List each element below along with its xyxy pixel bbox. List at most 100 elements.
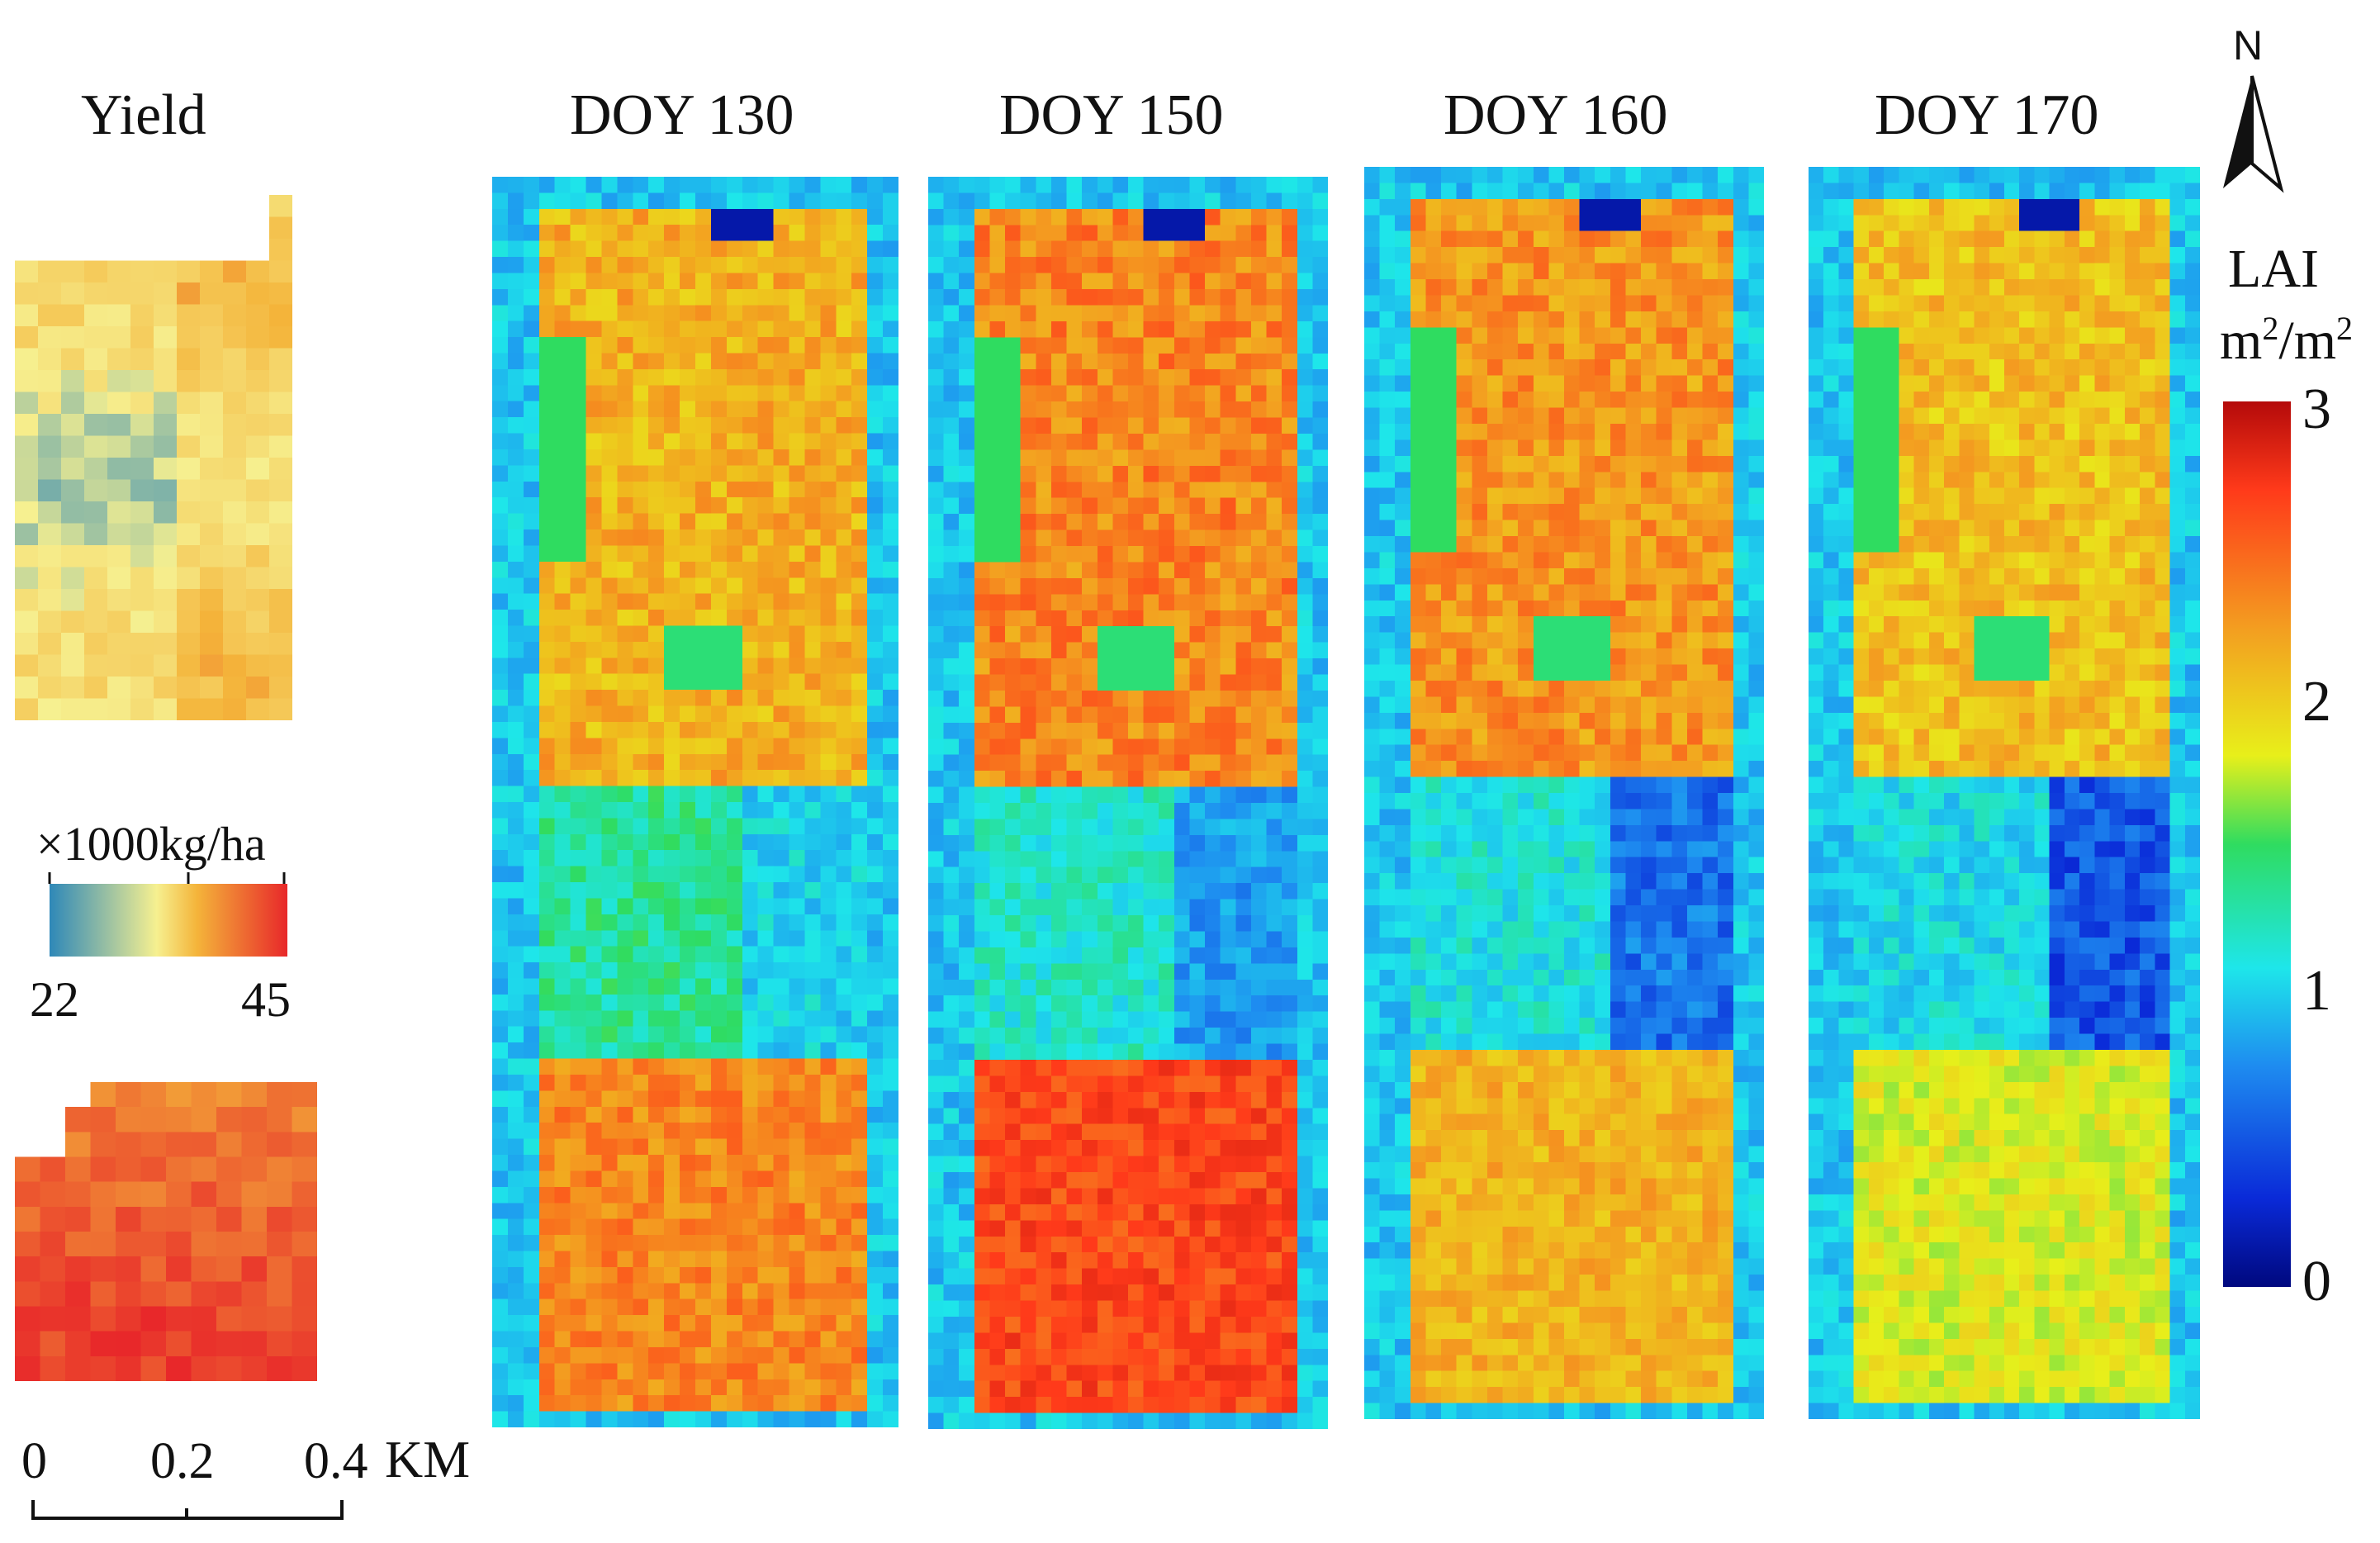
map-pixel — [1748, 215, 1764, 232]
map-pixel — [710, 1235, 728, 1252]
map-pixel — [554, 433, 571, 450]
map-pixel — [617, 449, 633, 466]
map-pixel — [523, 545, 540, 563]
map-pixel — [38, 458, 62, 481]
map-pixel — [1266, 1123, 1282, 1141]
map-pixel — [773, 577, 790, 595]
map-pixel — [1595, 183, 1611, 200]
map-pixel — [538, 770, 556, 787]
map-pixel — [742, 978, 759, 995]
map-pixel — [1189, 192, 1206, 210]
map-pixel — [1112, 1365, 1129, 1382]
map-pixel — [130, 654, 154, 677]
map-pixel — [1379, 311, 1396, 328]
map-pixel — [1564, 472, 1581, 489]
map-pixel — [1097, 257, 1113, 274]
map-pixel — [1579, 215, 1595, 232]
map-pixel — [773, 1042, 790, 1060]
map-pixel — [507, 1283, 524, 1300]
map-pixel — [1472, 198, 1488, 216]
map-pixel — [974, 834, 991, 852]
map-pixel — [1610, 230, 1627, 248]
map-pixel — [1282, 1300, 1298, 1317]
map-pixel — [1066, 385, 1083, 402]
map-pixel — [757, 177, 775, 194]
map-pixel — [538, 545, 556, 563]
map-pixel — [1050, 722, 1068, 739]
map-pixel — [1128, 771, 1145, 788]
map-pixel — [1312, 337, 1328, 354]
map-pixel — [726, 1346, 743, 1364]
map-pixel — [680, 192, 696, 210]
map-pixel — [1189, 1397, 1206, 1414]
map-pixel — [1143, 192, 1159, 210]
map-pixel — [943, 1091, 960, 1109]
map-pixel — [974, 722, 991, 739]
map-pixel — [1173, 497, 1191, 515]
map-pixel — [851, 802, 868, 819]
map-pixel — [538, 1346, 556, 1364]
map-pixel — [1036, 1091, 1052, 1109]
map-pixel — [1112, 706, 1129, 724]
map-pixel — [726, 721, 743, 738]
map-pixel — [1595, 230, 1611, 248]
map-pixel — [1050, 177, 1068, 194]
map-pixel — [757, 866, 775, 883]
map-pixel — [836, 208, 852, 226]
map-pixel — [742, 818, 759, 835]
map-pixel — [1066, 273, 1083, 290]
map-pixel — [617, 240, 633, 258]
map-pixel — [267, 1256, 293, 1282]
map-pixel — [1205, 1220, 1221, 1237]
map-pixel — [586, 625, 603, 643]
map-pixel — [1173, 658, 1191, 676]
map-pixel — [1235, 610, 1252, 627]
map-pixel — [1005, 1075, 1022, 1093]
map-pixel — [601, 770, 618, 787]
map-pixel — [1748, 327, 1764, 344]
map-pixel — [1112, 995, 1129, 1013]
map-pixel — [1220, 240, 1236, 258]
map-pixel — [1456, 247, 1472, 264]
map-pixel — [1441, 215, 1458, 232]
map-pixel — [586, 320, 603, 338]
map-pixel — [1250, 546, 1268, 563]
map-pixel — [1266, 1284, 1282, 1302]
map-pixel — [773, 529, 790, 547]
map-pixel — [1220, 1204, 1236, 1221]
map-pixel — [107, 677, 131, 700]
map-pixel — [836, 1251, 852, 1268]
map-pixel — [1005, 690, 1022, 707]
map-pixel — [1005, 963, 1022, 980]
map-pixel — [1297, 1332, 1313, 1350]
map-pixel — [177, 698, 201, 720]
map-pixel — [943, 1028, 960, 1045]
map-pixel — [492, 320, 509, 338]
map-pixel — [507, 208, 524, 226]
map-pixel — [1250, 1284, 1268, 1302]
map-pixel — [523, 353, 540, 370]
map-pixel — [191, 1156, 217, 1183]
map-pixel — [1395, 375, 1411, 392]
map-pixel — [586, 705, 603, 723]
map-pixel — [820, 1170, 837, 1188]
map-pixel — [166, 1232, 192, 1257]
map-pixel — [1502, 392, 1519, 409]
map-pixel — [1441, 359, 1458, 377]
map-pixel — [1502, 167, 1519, 184]
map-pixel — [883, 288, 898, 306]
map-pixel — [680, 1315, 696, 1332]
map-pixel — [1250, 1268, 1268, 1285]
map-pixel — [1266, 562, 1282, 579]
map-pixel — [820, 273, 837, 290]
map-pixel — [867, 1346, 884, 1364]
map-pixel — [61, 414, 85, 437]
map-pixel — [867, 497, 884, 515]
map-pixel — [664, 1251, 680, 1268]
map-pixel — [633, 721, 649, 738]
map-pixel — [1097, 1397, 1113, 1414]
map-pixel — [836, 1395, 852, 1412]
map-pixel — [1297, 1316, 1313, 1333]
map-pixel — [742, 192, 759, 210]
map-pixel — [38, 414, 62, 437]
